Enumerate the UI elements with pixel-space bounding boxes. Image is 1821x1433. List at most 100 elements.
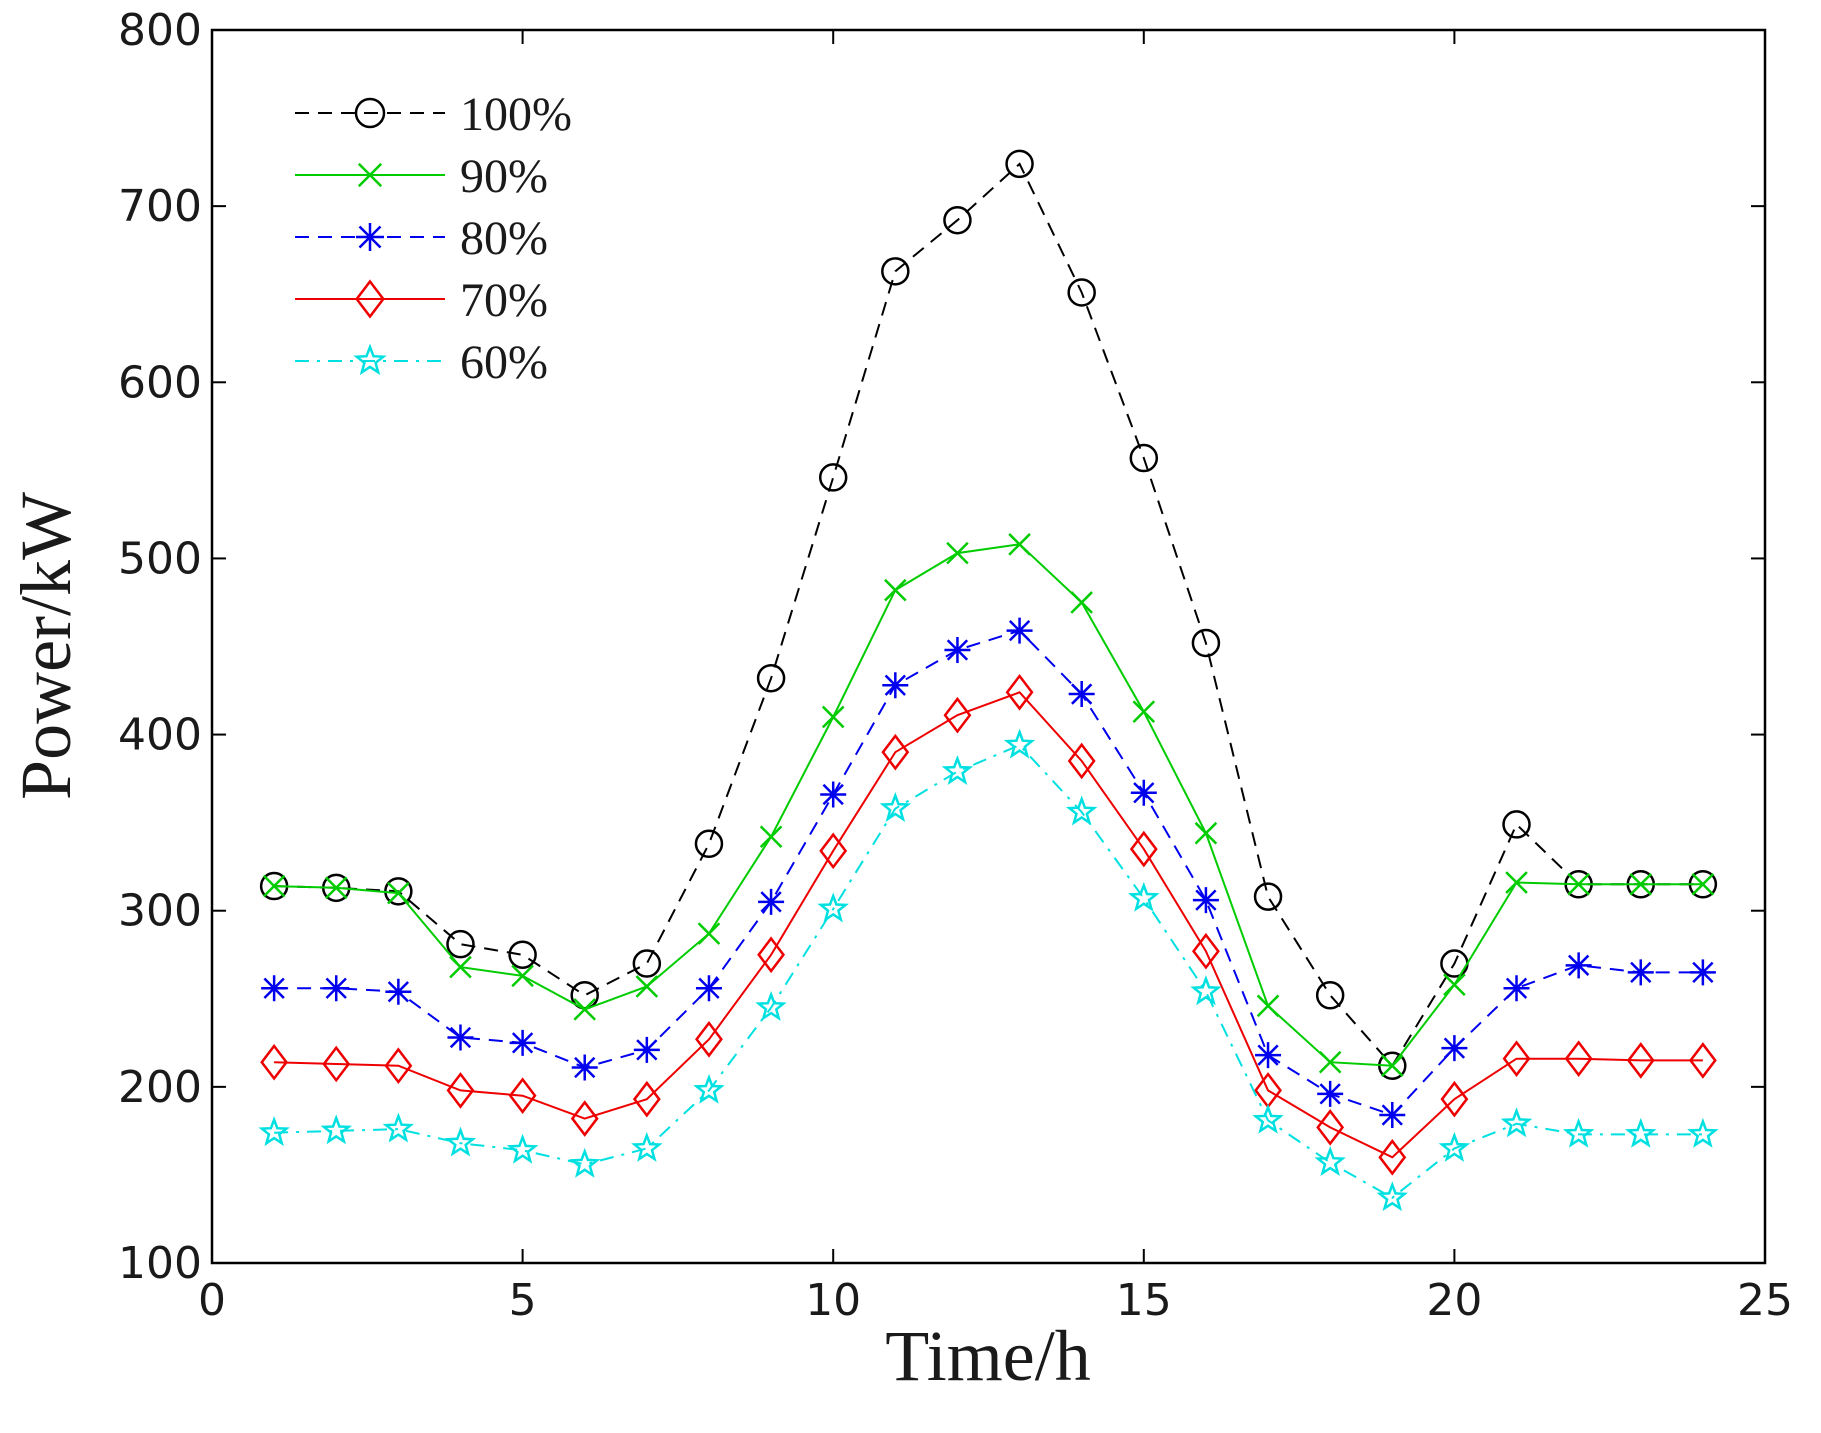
legend: 100% 90% 80% 70% 60% [295, 88, 572, 389]
y-tick-label: 700 [118, 181, 202, 232]
data-point [1067, 742, 1096, 780]
data-point [693, 1073, 725, 1104]
data-point [884, 578, 907, 602]
data-point [1005, 149, 1034, 179]
data-point [882, 672, 909, 699]
data-point [1191, 628, 1221, 658]
data-point [695, 1020, 723, 1058]
data-point [447, 1024, 474, 1051]
data-point [631, 1131, 663, 1162]
data-point [262, 874, 286, 898]
series-layer [258, 149, 1719, 1212]
data-point [1505, 871, 1528, 894]
data-point [573, 998, 597, 1021]
data-point [817, 892, 850, 923]
data-point [1565, 952, 1592, 979]
data-point [1378, 1138, 1407, 1176]
legend-item: 100% [295, 88, 572, 141]
data-point [1318, 1050, 1342, 1074]
data-point [632, 1080, 661, 1118]
data-point [571, 1054, 598, 1081]
data-point [759, 825, 783, 849]
data-point [1190, 975, 1222, 1006]
data-point [1567, 873, 1590, 896]
legend-label: 90% [460, 150, 548, 203]
data-point [757, 936, 786, 974]
series-line [274, 162, 1703, 1068]
data-point [946, 541, 969, 565]
data-point [1562, 1117, 1595, 1148]
data-point [1629, 873, 1653, 896]
y-tick-label: 500 [118, 533, 202, 584]
data-point [324, 876, 348, 900]
data-point [879, 792, 912, 822]
data-point [449, 955, 472, 979]
data-point [635, 975, 659, 998]
series-90-pct [262, 533, 1715, 1078]
data-point [384, 1047, 413, 1085]
data-point [1626, 1042, 1655, 1079]
data-point [1502, 810, 1531, 839]
data-point [1191, 932, 1220, 970]
data-point [1443, 973, 1466, 996]
data-point [943, 205, 972, 235]
data-point [632, 949, 662, 978]
data-point [570, 1100, 599, 1137]
y-tick-label: 600 [118, 357, 202, 408]
data-point [1256, 994, 1280, 1018]
data-point [446, 929, 475, 959]
data-point [354, 97, 386, 129]
data-point [818, 463, 848, 492]
data-point [1627, 959, 1654, 986]
legend-label: 80% [460, 212, 548, 265]
data-point [1006, 617, 1033, 644]
data-point [385, 978, 412, 1005]
data-point [569, 1147, 601, 1178]
data-point [697, 922, 721, 945]
data-point [941, 755, 974, 785]
data-point [1502, 1040, 1531, 1077]
data-point [1689, 959, 1716, 986]
data-point [357, 162, 383, 188]
data-point [1691, 873, 1715, 896]
data-point [1438, 1131, 1471, 1162]
data-point [1376, 1181, 1408, 1212]
x-tick-label: 15 [1116, 1275, 1172, 1326]
data-point [1129, 830, 1158, 868]
data-point [1564, 1040, 1593, 1077]
data-point [1005, 673, 1034, 711]
data-point [1624, 1117, 1657, 1148]
legend-label: 60% [460, 336, 548, 389]
data-point [508, 940, 537, 969]
data-point [1003, 728, 1036, 759]
data-point [1068, 681, 1095, 708]
data-point [444, 1126, 477, 1157]
y-tick-label: 800 [118, 5, 202, 56]
data-point [821, 705, 845, 729]
x-tick-label: 5 [509, 1275, 537, 1326]
data-point [1130, 779, 1157, 806]
data-point [1380, 1054, 1404, 1078]
data-point [1314, 1146, 1346, 1176]
data-point [1065, 795, 1098, 826]
data-point [1440, 1080, 1469, 1118]
legend-item: 90% [295, 150, 548, 203]
data-point [1070, 591, 1093, 614]
data-point [944, 637, 971, 664]
data-point [1253, 882, 1283, 911]
legend-label: 100% [460, 88, 572, 141]
series-70-pct [260, 673, 1717, 1176]
y-tick-label: 200 [118, 1062, 202, 1113]
data-point [1129, 443, 1159, 473]
data-point [1067, 278, 1096, 307]
data-point [355, 279, 385, 319]
data-point [1317, 1080, 1344, 1107]
data-point [1315, 981, 1345, 1010]
data-point [1316, 1109, 1345, 1146]
data-point [260, 1043, 289, 1081]
data-point [756, 663, 786, 693]
plot-area-frame [210, 28, 1767, 1265]
data-point [755, 991, 787, 1021]
data-point [320, 1114, 353, 1145]
